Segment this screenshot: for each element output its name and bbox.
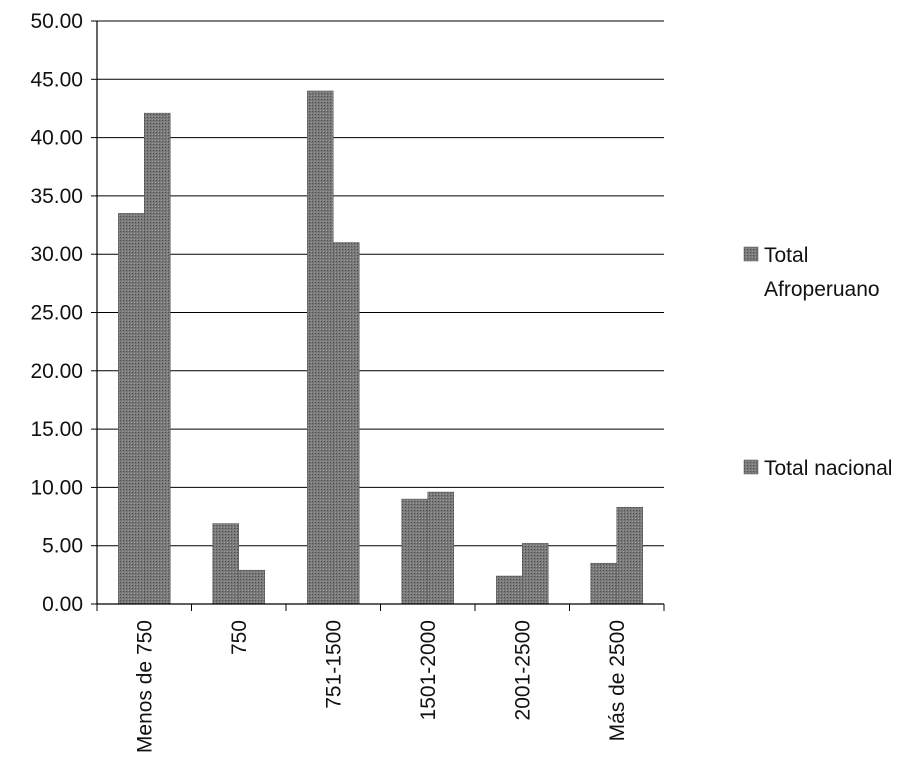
bars-group (118, 90, 643, 605)
legend-label-total-nacional: Total nacional (764, 457, 892, 480)
x-tick-label: 1501-2000 (417, 620, 440, 720)
x-tick-label: 2001-2500 (511, 620, 534, 720)
y-tick-labels: 0.00 5.00 10.00 15.00 20.00 25.00 30.00 35.00 40… (30, 10, 83, 616)
y-tick-label: 5.00 (42, 535, 83, 558)
bar-total-nacional (144, 112, 171, 605)
bar-total-afroperuano (496, 575, 523, 605)
y-tick-label: 0.00 (42, 593, 83, 616)
legend-swatch-total-nacional (743, 459, 759, 475)
bar-total-afroperuano (401, 498, 428, 605)
legend-swatch-total-afroperuano (743, 246, 759, 262)
bar-total-afroperuano (307, 90, 334, 605)
bar-total-nacional (427, 491, 454, 605)
x-tick-label: 750 (228, 620, 251, 655)
y-tick-label: 10.00 (30, 476, 83, 499)
y-tick-label: 35.00 (30, 185, 83, 208)
bar-total-nacional (616, 506, 643, 605)
x-tick-label: Más de 2500 (606, 620, 629, 741)
legend-label-total-afroperuano-line2: Afroperuano (764, 278, 880, 301)
y-tick-label: 30.00 (30, 243, 83, 266)
legend-label-total-afroperuano-line1: Total (764, 244, 808, 267)
legend: Total Afroperuano Total nacional (743, 244, 892, 480)
bar-total-afroperuano (212, 523, 239, 605)
y-tick-label: 45.00 (30, 68, 83, 91)
axes-group (96, 21, 665, 611)
x-tick-label: Menos de 750 (133, 620, 156, 753)
y-tick-label: 40.00 (30, 127, 83, 150)
y-tick-label: 15.00 (30, 418, 83, 441)
x-tick-labels: Menos de 750 750 751-1500 1501-2000 2001-250… (133, 620, 629, 753)
bar-total-afroperuano (590, 562, 617, 605)
x-tick-label: 751-1500 (322, 620, 345, 709)
gridlines (91, 20, 664, 605)
y-tick-label: 25.00 (30, 302, 83, 325)
bar-total-nacional (333, 242, 360, 605)
bar-total-nacional (238, 569, 265, 605)
y-tick-label: 20.00 (30, 360, 83, 383)
bar-total-nacional (522, 543, 549, 605)
bar-total-afroperuano (118, 213, 145, 605)
y-tick-label: 50.00 (30, 10, 83, 33)
